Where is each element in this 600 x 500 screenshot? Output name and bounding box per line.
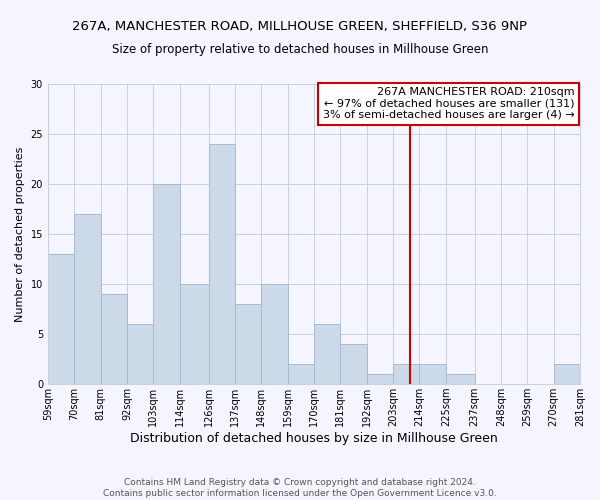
Bar bbox=[127, 324, 154, 384]
Bar bbox=[101, 294, 127, 384]
Text: 267A, MANCHESTER ROAD, MILLHOUSE GREEN, SHEFFIELD, S36 9NP: 267A, MANCHESTER ROAD, MILLHOUSE GREEN, … bbox=[73, 20, 527, 33]
Bar bbox=[180, 284, 209, 384]
Bar bbox=[340, 344, 367, 384]
Y-axis label: Number of detached properties: Number of detached properties bbox=[15, 146, 25, 322]
Bar bbox=[235, 304, 261, 384]
Bar bbox=[367, 374, 393, 384]
Bar bbox=[314, 324, 340, 384]
Bar bbox=[287, 364, 314, 384]
Text: Size of property relative to detached houses in Millhouse Green: Size of property relative to detached ho… bbox=[112, 42, 488, 56]
Text: 267A MANCHESTER ROAD: 210sqm
← 97% of detached houses are smaller (131)
3% of se: 267A MANCHESTER ROAD: 210sqm ← 97% of de… bbox=[323, 87, 575, 120]
Bar bbox=[419, 364, 446, 384]
Bar bbox=[209, 144, 235, 384]
Bar bbox=[446, 374, 475, 384]
Bar bbox=[154, 184, 180, 384]
Bar bbox=[393, 364, 419, 384]
Bar bbox=[74, 214, 101, 384]
Text: Contains HM Land Registry data © Crown copyright and database right 2024.
Contai: Contains HM Land Registry data © Crown c… bbox=[103, 478, 497, 498]
Bar bbox=[261, 284, 287, 384]
Bar bbox=[554, 364, 580, 384]
X-axis label: Distribution of detached houses by size in Millhouse Green: Distribution of detached houses by size … bbox=[130, 432, 498, 445]
Bar bbox=[48, 254, 74, 384]
